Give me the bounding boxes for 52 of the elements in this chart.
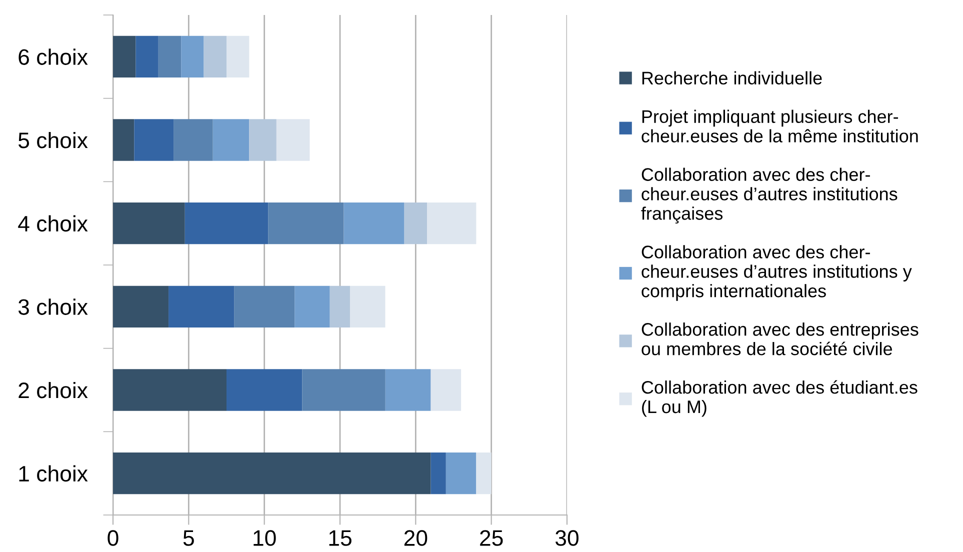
x-tick-label: 0 — [108, 530, 118, 546]
x-tick-label: 25 — [480, 530, 503, 546]
bar — [212, 119, 250, 161]
bar — [204, 36, 226, 78]
bar — [134, 119, 174, 161]
bar — [385, 369, 431, 411]
y-tick-label: 2 choix — [18, 382, 88, 398]
bar — [427, 202, 476, 244]
bar — [446, 452, 476, 494]
bar — [276, 119, 310, 161]
y-tick-label: 3 choix — [18, 298, 88, 315]
bar — [113, 202, 185, 244]
bar — [113, 452, 431, 494]
bar — [350, 286, 386, 328]
bar — [330, 286, 350, 328]
bar — [174, 119, 213, 161]
legend-label: Collaboration avec des cher- cheur.euses d’autres institutions françaises — [641, 168, 898, 224]
bar — [404, 202, 428, 244]
bar — [344, 202, 404, 244]
bar — [184, 202, 268, 244]
bar — [113, 36, 136, 78]
x-tick-label: 20 — [404, 530, 428, 546]
legend-label: Collaboration avec des entreprises ou membres de la société civile — [642, 322, 918, 356]
bar — [234, 286, 295, 328]
legend-label: Collaboration avec des cher- cheur.euses d’autres institutions y compris internationales — [642, 245, 912, 301]
bar — [249, 119, 276, 161]
bar — [113, 286, 169, 328]
bar — [268, 202, 344, 244]
bar — [226, 369, 302, 411]
bar — [113, 119, 134, 161]
x-tick-label: 30 — [555, 530, 578, 546]
y-tick-label: 5 choix — [18, 132, 88, 148]
x-tick-label: 15 — [329, 530, 352, 546]
bar — [294, 286, 330, 328]
legend-label: Projet impliquant plusieurs cher- cheur.euses de la même institution — [642, 110, 918, 142]
bar — [158, 36, 182, 78]
legend-label: Recherche individuelle — [642, 71, 822, 85]
bar — [476, 452, 492, 494]
x-tick-label: 5 — [183, 530, 194, 546]
bar — [168, 286, 234, 328]
bar — [430, 369, 462, 411]
bar — [181, 36, 204, 78]
legend-label: Collaboration avec des étudiant.es (L ou M) — [642, 380, 918, 417]
y-tick-label: 6 choix — [18, 48, 88, 65]
bar — [226, 36, 250, 78]
y-tick-label: 1 choix — [19, 465, 88, 482]
y-tick-label: 4 choix — [18, 215, 88, 232]
bar — [136, 36, 158, 78]
bar — [113, 369, 226, 411]
bar — [430, 452, 446, 494]
bar — [302, 369, 386, 411]
x-tick-label: 10 — [254, 530, 276, 546]
